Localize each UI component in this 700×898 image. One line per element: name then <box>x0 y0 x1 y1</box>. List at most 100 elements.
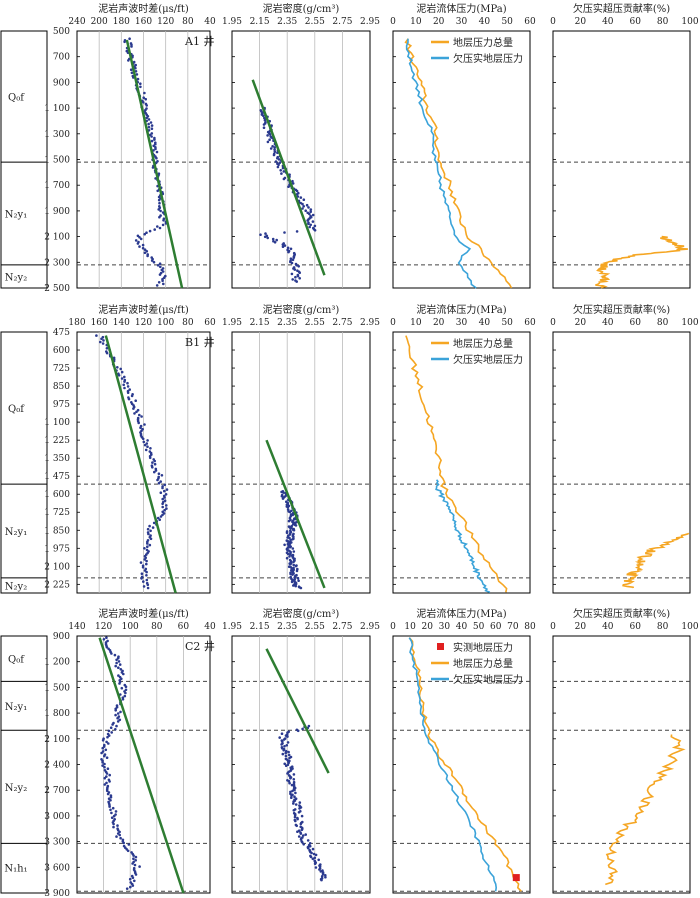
acoustic-point <box>157 472 161 476</box>
density-point <box>298 807 301 810</box>
measured-pressure-point <box>512 874 520 882</box>
acoustic-point <box>157 281 161 284</box>
acoustic-point <box>159 491 163 495</box>
depth-tick-label: 2 400 <box>44 761 70 771</box>
acoustic-point <box>145 116 149 120</box>
acoustic-point <box>153 470 156 474</box>
legend-label: 地层压力总量 <box>453 657 513 670</box>
density-point <box>302 843 306 846</box>
density-point <box>287 519 291 523</box>
acoustic-point <box>99 340 102 344</box>
acoustic-point <box>145 559 148 563</box>
acoustic-point <box>143 232 146 236</box>
acoustic-point <box>155 156 158 160</box>
x-tick-label: 40 <box>479 17 491 27</box>
density-point <box>277 158 281 161</box>
acoustic-point <box>153 138 156 141</box>
x-tick-label: 40 <box>602 318 614 328</box>
density-point <box>294 819 297 823</box>
acoustic-point <box>134 859 137 862</box>
x-tick-label: 60 <box>629 17 641 27</box>
acoustic-point <box>158 262 162 266</box>
strata-column <box>0 331 48 594</box>
acoustic-point <box>103 765 106 769</box>
density-point <box>277 163 280 167</box>
panel-title: 泥岩声波时差(μs/ft) <box>98 2 189 15</box>
density-point <box>273 150 277 153</box>
acoustic-point <box>127 397 131 401</box>
depth-tick-label: 1 200 <box>44 658 70 668</box>
density-point <box>312 852 316 856</box>
acoustic-point <box>103 783 106 786</box>
density-point <box>294 791 297 795</box>
acoustic-point <box>105 789 109 793</box>
density-point <box>307 206 310 209</box>
acoustic-point <box>145 104 148 107</box>
density-point <box>291 513 295 517</box>
x-tick-label: 180 <box>68 318 85 328</box>
x-tick-label: 60 <box>629 318 641 328</box>
density-point <box>314 853 318 857</box>
density-point <box>287 753 291 757</box>
acoustic-point <box>108 773 111 777</box>
depth-tick-label: 975 <box>53 400 70 410</box>
density-point <box>313 229 317 232</box>
depth-tick-label: 3 900 <box>44 889 70 898</box>
density-point <box>297 811 301 814</box>
acoustic-point <box>117 666 120 669</box>
depth-tick-label: 1 350 <box>44 454 70 464</box>
acoustic-point <box>124 691 127 695</box>
acoustic-point <box>128 388 131 391</box>
density-point <box>268 133 272 136</box>
depth-tick-label: 1 500 <box>44 683 70 693</box>
x-tick-label: 140 <box>68 622 85 632</box>
density-point <box>300 814 304 818</box>
acoustic-point <box>145 570 148 574</box>
acoustic-point <box>139 85 142 89</box>
acoustic-point <box>133 863 137 867</box>
density-point <box>310 851 313 855</box>
contribution-line <box>622 532 690 589</box>
density-point <box>298 271 302 275</box>
density-point <box>282 738 286 741</box>
acoustic-point <box>109 726 113 729</box>
acoustic-point <box>156 478 159 482</box>
acoustic-point <box>100 751 103 755</box>
density-point <box>288 545 292 549</box>
acoustic-point <box>142 580 145 583</box>
depth-tick-label: 2 225 <box>44 580 70 590</box>
density-point <box>309 208 313 211</box>
acoustic-point <box>111 806 115 810</box>
acoustic-point <box>153 462 157 466</box>
density-point <box>296 576 300 580</box>
density-point <box>276 165 280 169</box>
x-tick-label: 120 <box>157 17 174 27</box>
acoustic-point <box>127 59 130 62</box>
depth-tick-label: 1 300 <box>44 130 70 140</box>
density-point <box>292 802 295 805</box>
density-point <box>292 778 296 781</box>
density-point <box>283 244 287 247</box>
acoustic-point <box>158 201 161 205</box>
acoustic-point <box>104 748 108 752</box>
acoustic-point <box>161 505 164 509</box>
density-point <box>307 222 310 226</box>
acoustic-point <box>163 483 167 487</box>
density-point <box>306 846 310 850</box>
acoustic-point <box>111 723 114 726</box>
x-tick-label: 0 <box>390 622 396 632</box>
x-tick-label: 80 <box>657 622 669 632</box>
acoustic-point <box>152 521 156 525</box>
acoustic-point <box>115 661 118 665</box>
density-point <box>306 219 309 222</box>
acoustic-point <box>158 273 162 276</box>
acoustic-point <box>161 497 164 501</box>
acoustic-point <box>135 410 138 414</box>
acoustic-point <box>154 177 157 180</box>
density-point <box>284 751 288 755</box>
density-point <box>263 116 266 120</box>
acoustic-point <box>130 71 134 75</box>
acoustic-point <box>141 566 145 569</box>
total-pressure-line <box>404 38 513 289</box>
x-tick-label: 40 <box>204 17 216 27</box>
